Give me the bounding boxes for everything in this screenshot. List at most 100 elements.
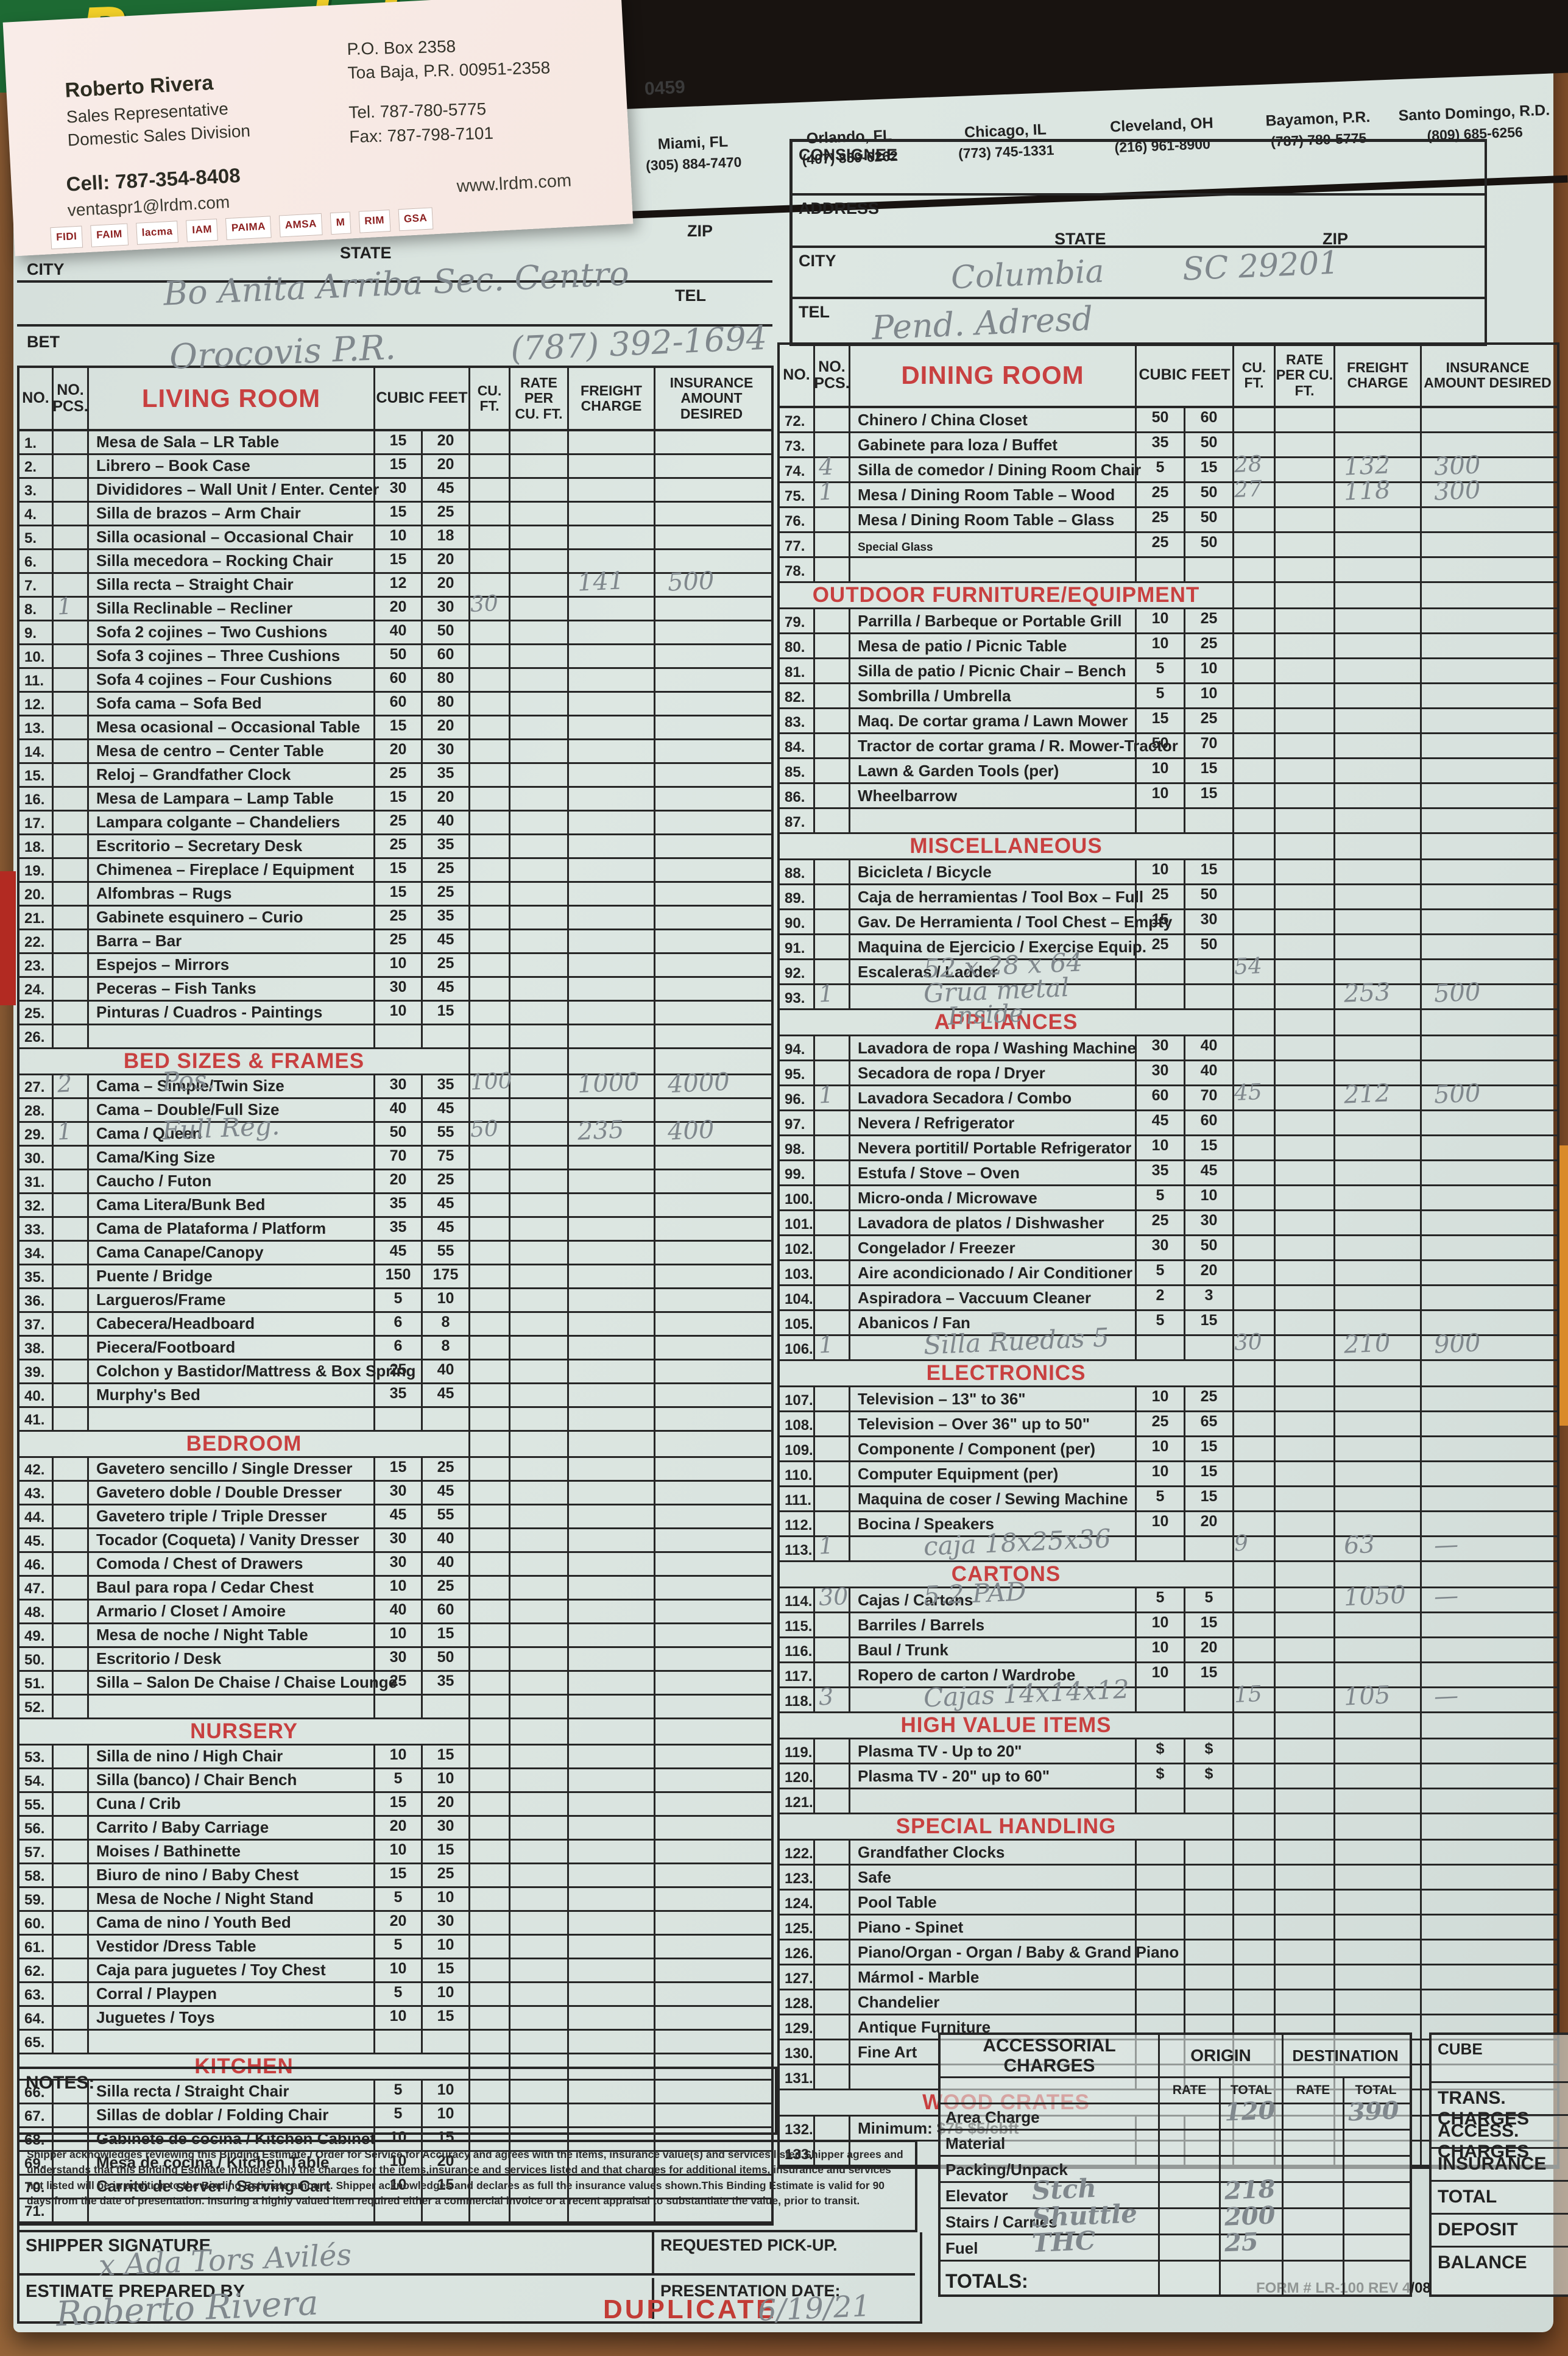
item-pieces-cell (815, 684, 850, 707)
item-label: Silla ocasional – Occasional Chair (96, 528, 353, 546)
origin-total-cell: 218 (1221, 2174, 1284, 2207)
insurance-cell (1422, 935, 1553, 958)
item-label-cell (89, 1025, 375, 1047)
freight-charge-cell (569, 550, 655, 572)
freight-charge-cell (1335, 1387, 1422, 1410)
item-label: Sofa cama – Sofa Bed (96, 694, 262, 712)
item-label: Cama – Simple/Twin Size (96, 1077, 284, 1095)
insurance-cell (1422, 1186, 1553, 1209)
insurance-cell: 4000 (655, 1068, 768, 1098)
cubic-feet-min: 6 (375, 1337, 423, 1359)
inventory-row: 66. Silla recta / Straight Chair 5 10 (19, 2081, 771, 2104)
cubic-feet-max: 18 (423, 526, 470, 548)
cu-ft-cell: 30 (470, 591, 510, 620)
item-pieces-cell (815, 759, 850, 782)
cubic-feet-max: 45 (423, 1099, 470, 1121)
item-number: 66. (19, 2081, 54, 2103)
rate-cell (510, 1265, 569, 1287)
cu-ft-cell (470, 2081, 510, 2103)
inventory-row: 36. Largueros/Frame 5 10 (19, 1289, 771, 1313)
item-label-cell (89, 2199, 375, 2221)
cubic-feet-min (375, 1696, 423, 1717)
item-number: 14. (19, 740, 54, 762)
insurance-cell (655, 1793, 768, 1815)
cubic-feet-max (1185, 1891, 1234, 1914)
cubic-feet-min: 35 (1137, 433, 1185, 456)
rate-cell (510, 550, 569, 572)
inventory-row: 26. (19, 1025, 771, 1049)
insurance-cell (655, 1769, 768, 1791)
item-label: Maq. De cortar grama / Lawn Mower (858, 712, 1128, 730)
item-pieces-cell (815, 558, 850, 581)
cubic-feet-min: 5 (1137, 1487, 1185, 1510)
item-number: 33. (19, 1218, 54, 1240)
item-label-cell: Cama de Plataforma / Platform (89, 1218, 375, 1240)
accessorial-label-text: TOTALS: (945, 2270, 1028, 2292)
cu-ft-cell (1234, 558, 1276, 581)
rate-cell (1276, 508, 1335, 531)
item-number: 106. (780, 1336, 815, 1359)
insurance-cell (1422, 1111, 1553, 1134)
cubic-feet-max (1185, 1990, 1234, 2014)
item-label-cell: Piano/Organ - Organ / Baby & Grand Piano (850, 1940, 1179, 1964)
item-number: 35. (19, 1265, 54, 1287)
cubic-feet-max: 50 (1185, 935, 1234, 958)
cubic-feet-max: 40 (1185, 1061, 1234, 1084)
item-label: Ropero de carton / Wardrobe (858, 1666, 1076, 1684)
rate-cell (1276, 1638, 1335, 1661)
empty-cell (1276, 1713, 1335, 1738)
insurance-cell (655, 479, 768, 501)
cubic-feet-max: 25 (1185, 1387, 1234, 1410)
item-label: Cama de Plataforma / Platform (96, 1219, 327, 1237)
item-number: 42. (19, 1458, 54, 1480)
item-label-cell: Lampara colgante – Chandeliers (89, 812, 375, 833)
section-title-row: OUTDOOR FURNITURE/EQUIPMENT (780, 583, 1557, 609)
item-number: 122. (780, 1841, 815, 1864)
cubic-feet-max (1185, 1916, 1234, 1939)
card-name: Roberto Rivera (64, 71, 214, 102)
item-label: Divididores – Wall Unit / Enter. Center (96, 480, 380, 498)
cubic-feet-max: 30 (423, 1912, 470, 1934)
item-number: 104. (780, 1286, 815, 1309)
cu-ft-cell (1234, 1061, 1276, 1084)
item-label: Largueros/Frame (96, 1290, 226, 1309)
freight-charge-cell (569, 598, 655, 620)
item-number: 86. (780, 784, 815, 807)
accessorial-row: TOTALS: (941, 2262, 1410, 2294)
charges-summary-box: CUBETOTAL INSURANCE7,400TRANS. CHARGES35… (1429, 2032, 1568, 2297)
item-pieces-cell (54, 1265, 89, 1287)
item-label: Aire acondicionado / Air Conditioner (858, 1264, 1133, 1282)
inventory-row: 95. Secadora de ropa / Dryer 30 40 (780, 1061, 1557, 1086)
freight-charge-cell (1335, 1739, 1422, 1763)
item-pieces-cell (54, 1936, 89, 1958)
cubic-feet-min: 10 (1137, 1387, 1185, 1410)
cubic-feet-max: 10 (1185, 684, 1234, 707)
item-number: 88. (780, 860, 815, 883)
rate-cell (1276, 1739, 1335, 1763)
insurance-cell (1422, 1841, 1553, 1864)
freight-charge-cell: 212 (1335, 1079, 1422, 1109)
insurance-cell (1422, 910, 1553, 933)
cubic-feet-min: 35 (375, 1384, 423, 1406)
section-title-row: MISCELLANEOUS (780, 834, 1557, 860)
insurance-cell (655, 978, 768, 1000)
item-number: 62. (19, 1959, 54, 1981)
item-pieces-cell (815, 1739, 850, 1763)
freight-charge-cell: 118 (1335, 476, 1422, 506)
destination-rate-cell (1284, 2157, 1344, 2181)
item-number: 78. (780, 558, 815, 581)
cubic-feet-min: 10 (375, 2128, 423, 2150)
freight-charge-cell (1335, 960, 1422, 983)
tel-label: TEL (799, 303, 830, 321)
summary-row: ACCESS. CHARGES1053 (1432, 2116, 1568, 2162)
origin-state-label: STATE (340, 244, 392, 262)
cubic-feet-min: 15 (375, 1864, 423, 1886)
freight-charge-cell (1335, 784, 1422, 807)
insurance-cell (1422, 1136, 1553, 1159)
accessorial-row-label: TOTALS: (941, 2262, 1160, 2294)
item-number: 9. (19, 621, 54, 643)
cubic-feet-min: 25 (1137, 935, 1185, 958)
empty-cell (1234, 583, 1276, 607)
freight-charge-cell: 235 (569, 1116, 655, 1146)
inventory-row: 112. Bocina / Speakers 10 20 (780, 1512, 1557, 1537)
